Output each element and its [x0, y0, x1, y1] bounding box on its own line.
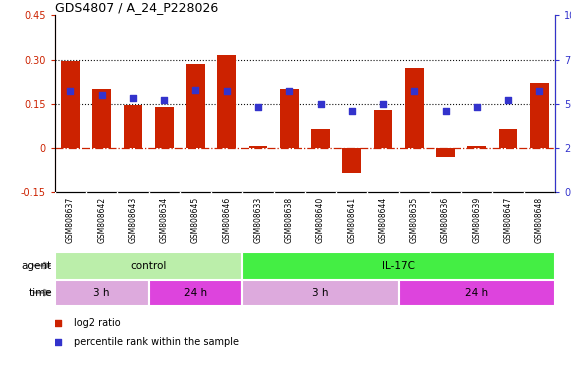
Point: [191, 86, 200, 93]
Point: [160, 97, 169, 103]
Text: 24 h: 24 h: [465, 288, 488, 298]
Bar: [498, 129, 517, 148]
Text: GSM808643: GSM808643: [128, 197, 138, 243]
Text: GSM808644: GSM808644: [379, 197, 388, 243]
Point: [535, 88, 544, 94]
Bar: [311, 129, 330, 148]
Bar: [248, 146, 267, 148]
Bar: [436, 148, 455, 157]
Text: GSM808638: GSM808638: [285, 197, 294, 243]
Point: [66, 88, 75, 94]
Text: GSM808637: GSM808637: [66, 197, 75, 243]
Bar: [343, 148, 361, 173]
Bar: [123, 105, 142, 148]
Bar: [405, 68, 424, 148]
Text: GSM808645: GSM808645: [191, 197, 200, 243]
Text: agent: agent: [22, 260, 52, 271]
Point: [441, 108, 450, 114]
Point: [253, 242, 262, 248]
Text: GSM808646: GSM808646: [222, 197, 231, 243]
Text: GSM808639: GSM808639: [472, 197, 481, 243]
Bar: [55, 252, 242, 280]
Point: [410, 88, 419, 94]
Point: [285, 88, 294, 94]
Bar: [218, 55, 236, 148]
Text: GSM808635: GSM808635: [410, 197, 419, 243]
Text: GSM808640: GSM808640: [316, 197, 325, 243]
Point: [347, 108, 356, 114]
Text: GSM808642: GSM808642: [97, 197, 106, 243]
Text: log2 ratio: log2 ratio: [74, 318, 120, 328]
Text: GSM808647: GSM808647: [504, 197, 513, 243]
Bar: [93, 89, 111, 148]
Bar: [468, 146, 486, 148]
Bar: [55, 280, 148, 306]
Bar: [399, 280, 555, 306]
Text: GSM808648: GSM808648: [535, 197, 544, 243]
Text: percentile rank within the sample: percentile rank within the sample: [74, 337, 239, 347]
Text: 3 h: 3 h: [94, 288, 110, 298]
Bar: [242, 280, 399, 306]
Point: [253, 68, 262, 74]
Point: [254, 104, 263, 110]
Bar: [530, 83, 549, 148]
Bar: [155, 107, 174, 148]
Text: IL-17C: IL-17C: [382, 260, 415, 271]
Bar: [61, 61, 80, 148]
Text: 24 h: 24 h: [184, 288, 207, 298]
Text: GSM808636: GSM808636: [441, 197, 450, 243]
Text: GSM808634: GSM808634: [160, 197, 169, 243]
Text: GDS4807 / A_24_P228026: GDS4807 / A_24_P228026: [55, 1, 218, 14]
Text: 3 h: 3 h: [312, 288, 329, 298]
Text: GSM808633: GSM808633: [254, 197, 263, 243]
Point: [504, 97, 513, 103]
Point: [379, 101, 388, 107]
Bar: [242, 252, 555, 280]
Point: [472, 104, 481, 110]
Point: [316, 101, 325, 107]
Bar: [148, 280, 242, 306]
Bar: [186, 64, 205, 148]
Point: [128, 95, 138, 101]
Bar: [373, 109, 392, 148]
Point: [97, 92, 106, 98]
Point: [222, 88, 231, 94]
Bar: [280, 89, 299, 148]
Text: time: time: [29, 288, 52, 298]
Text: control: control: [130, 260, 167, 271]
Text: GSM808641: GSM808641: [347, 197, 356, 243]
